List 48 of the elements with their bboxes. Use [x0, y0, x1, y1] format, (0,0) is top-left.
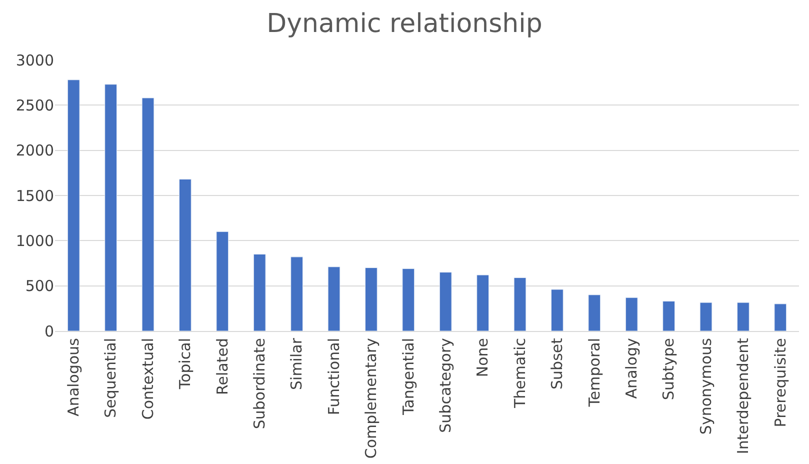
- x-tick-label: Contextual: [138, 338, 157, 420]
- bar: [104, 84, 117, 331]
- x-tick-label: Temporal: [585, 338, 604, 408]
- x-tick-label: Functional: [324, 338, 343, 416]
- bar: [328, 266, 340, 331]
- x-tick-label: Similar: [288, 337, 306, 390]
- bar: [402, 268, 415, 331]
- x-tick-label: Tangential: [399, 338, 418, 416]
- x-tick-label: Analogous: [64, 338, 82, 416]
- bar: [662, 300, 675, 331]
- bar: [588, 294, 601, 331]
- y-tick-label: 2000: [16, 142, 54, 160]
- x-tick-label: Topical: [176, 338, 194, 390]
- bar: [365, 268, 378, 331]
- bar: [439, 272, 452, 331]
- x-tick-label: None: [474, 338, 492, 378]
- bar: [625, 297, 638, 331]
- chart-title: Dynamic relationship: [266, 9, 542, 40]
- bar: [476, 274, 489, 331]
- bar: [142, 98, 154, 331]
- bar: [737, 302, 750, 331]
- x-tick-label: Subset: [548, 338, 566, 390]
- bar: [216, 231, 229, 331]
- x-tick-label: Related: [213, 338, 232, 395]
- x-tick-label: Sequential: [102, 338, 120, 418]
- x-tick-label: Subordinate: [250, 338, 268, 430]
- x-tick-label: Interdependent: [734, 338, 752, 454]
- x-tick-label: Complementary: [362, 338, 380, 459]
- bar: [700, 302, 712, 331]
- x-tick-label: Prerequisite: [771, 338, 790, 428]
- y-tick-label: 2500: [16, 96, 54, 114]
- y-tick-label: 0: [44, 322, 54, 340]
- bar: [179, 178, 192, 331]
- x-tick-label: Subcategory: [436, 338, 454, 433]
- bar: [67, 80, 80, 331]
- y-tick-label: 1500: [16, 186, 54, 205]
- bar: [774, 304, 787, 331]
- bar: [514, 277, 526, 331]
- bar: [253, 254, 266, 331]
- bar: [551, 289, 564, 331]
- bar: [290, 256, 303, 331]
- y-tick-label: 500: [25, 277, 54, 296]
- x-tick-label: Thematic: [510, 338, 529, 409]
- x-tick-label: Analogy: [622, 338, 640, 399]
- x-tick-label: Subtype: [660, 338, 678, 400]
- y-tick-label: 1000: [16, 232, 54, 250]
- x-tick-label: Synonymous: [696, 338, 715, 435]
- y-tick-label: 3000: [16, 51, 54, 70]
